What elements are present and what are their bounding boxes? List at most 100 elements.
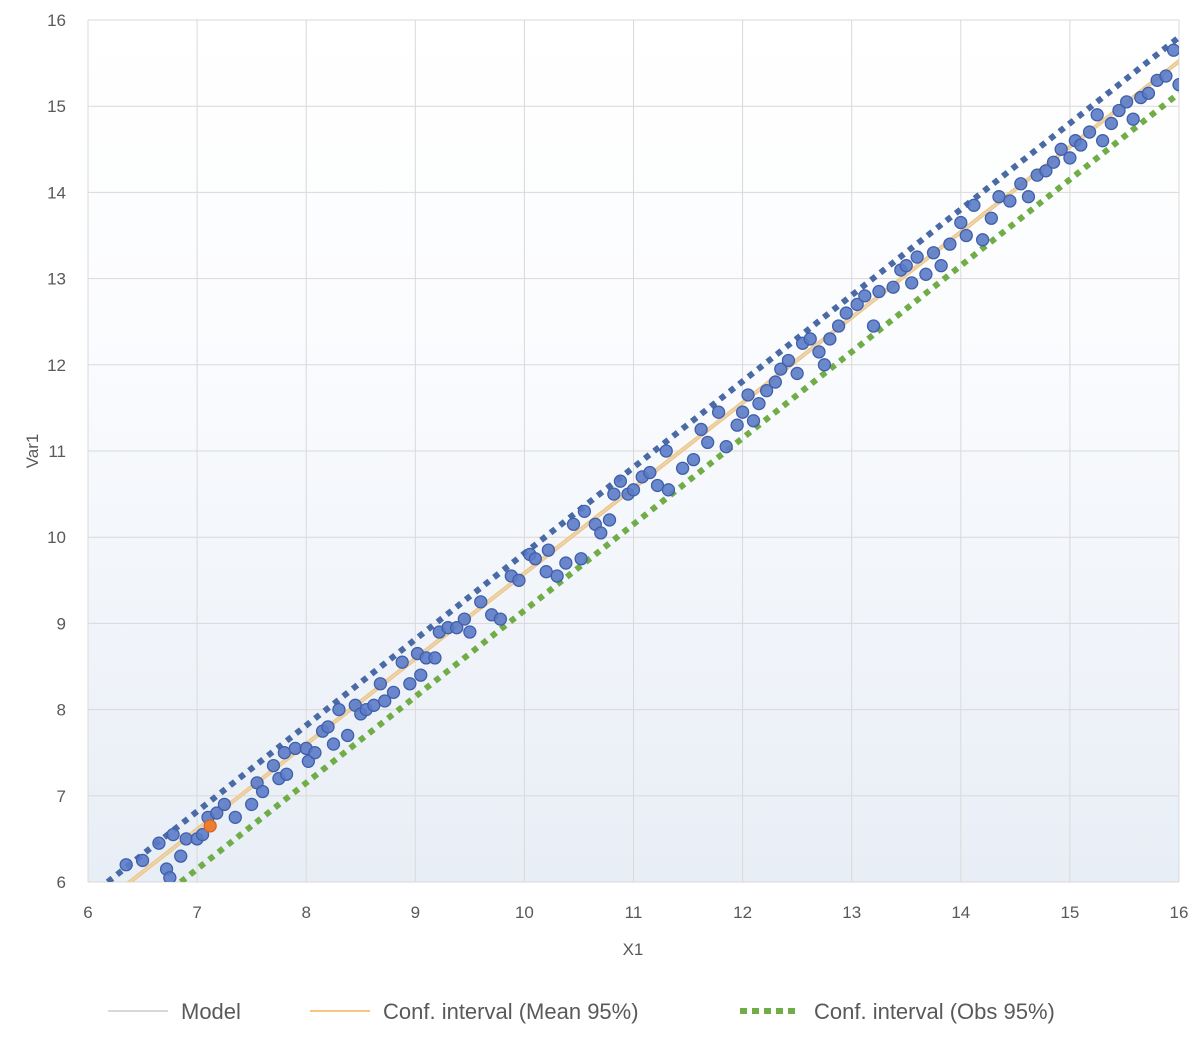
data-point [217, 797, 232, 812]
data-point [803, 332, 817, 346]
data-point [926, 246, 941, 260]
y-tick-label: 15 [47, 97, 66, 116]
data-point [574, 552, 588, 566]
data-point [1104, 116, 1119, 131]
x-tick-label: 10 [515, 903, 534, 922]
y-tick-label: 13 [47, 270, 66, 289]
data-point [1082, 125, 1097, 139]
data-point [1095, 134, 1110, 148]
data-point [474, 595, 488, 609]
data-point [1054, 142, 1068, 156]
data-point [463, 625, 477, 639]
data-point [550, 569, 564, 583]
data-point [817, 358, 832, 372]
y-tick-label: 12 [47, 356, 66, 375]
data-point [959, 228, 973, 243]
data-point [954, 215, 968, 230]
data-point [992, 190, 1006, 204]
data-point [752, 396, 766, 411]
data-point [135, 853, 150, 868]
data-point [675, 461, 690, 475]
data-point [1003, 194, 1017, 208]
data-point [812, 345, 826, 359]
data-point [899, 259, 913, 273]
data-point [858, 289, 872, 303]
data-point [866, 319, 881, 333]
data-point [694, 422, 708, 437]
data-point [919, 267, 933, 281]
data-point [626, 483, 641, 497]
data-point [1126, 112, 1140, 126]
data-point [701, 435, 715, 450]
data-point [414, 668, 428, 682]
x-tick-label: 8 [301, 903, 310, 922]
data-point [886, 280, 900, 294]
legend-label: Conf. interval (Mean 95%) [383, 999, 639, 1024]
data-point [850, 297, 864, 312]
data-point [195, 827, 210, 842]
data-point [210, 806, 224, 820]
data-point [528, 552, 542, 566]
data-point [768, 375, 782, 389]
y-tick-label: 7 [57, 787, 66, 806]
data-point [228, 810, 242, 824]
data-point [288, 741, 302, 756]
legend: Model Conf. interval (Mean 95%) Conf. inte… [108, 999, 1055, 1024]
data-point [367, 698, 381, 712]
data-point [643, 465, 657, 480]
data-point [1159, 69, 1173, 83]
data-point [967, 198, 981, 212]
y-tick-label: 8 [57, 701, 66, 720]
data-point [1112, 103, 1126, 118]
data-point [428, 651, 442, 665]
data-point [166, 827, 180, 842]
x-tick-labels: 6 7 8 9 10 11 12 13 14 15 16 [83, 903, 1188, 922]
x-tick-label: 15 [1060, 903, 1079, 922]
data-point [119, 858, 133, 872]
data-point [943, 237, 957, 251]
data-point [373, 677, 388, 691]
x-tick-label: 12 [733, 903, 752, 922]
data-point [378, 694, 392, 708]
data-point [179, 832, 193, 846]
data-point [1063, 151, 1077, 165]
y-tick-labels: 6 7 8 9 10 11 12 13 14 15 16 [47, 11, 66, 892]
data-point [594, 526, 608, 540]
y-tick-label: 16 [47, 11, 66, 30]
data-point [774, 362, 788, 376]
data-point [450, 621, 464, 635]
data-point [244, 797, 259, 812]
data-point [1172, 78, 1179, 92]
data-point [395, 655, 409, 669]
data-point [577, 504, 592, 518]
data-point [1039, 164, 1053, 178]
data-point [905, 276, 919, 290]
data-point [403, 677, 417, 691]
x-axis-title: X1 [623, 940, 644, 959]
data-point [1074, 138, 1088, 152]
x-tick-label: 6 [83, 903, 92, 922]
data-point [781, 353, 796, 368]
data-point [650, 478, 665, 493]
data-point [602, 513, 617, 527]
y-tick-label: 11 [48, 442, 66, 461]
x-tick-label: 14 [951, 903, 970, 922]
data-point [1014, 177, 1028, 191]
highlighted-point [203, 819, 217, 833]
x-tick-label: 11 [625, 903, 643, 922]
data-point [255, 784, 270, 799]
legend-label: Conf. interval (Obs 95%) [814, 999, 1055, 1024]
data-point [1166, 43, 1179, 57]
data-point [279, 767, 294, 781]
y-tick-label: 9 [57, 614, 66, 633]
x-tick-label: 16 [1170, 903, 1189, 922]
y-tick-label: 10 [47, 528, 66, 547]
data-point [1141, 86, 1156, 100]
data-points [119, 43, 1179, 882]
data-point [823, 332, 837, 346]
data-point [910, 250, 924, 264]
data-point [163, 871, 177, 882]
data-point [174, 849, 188, 863]
